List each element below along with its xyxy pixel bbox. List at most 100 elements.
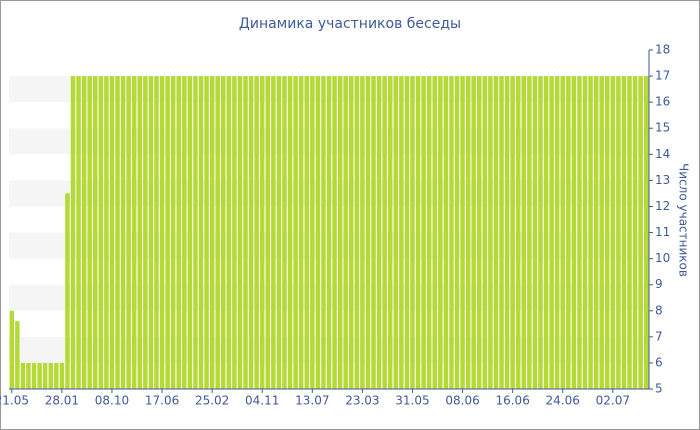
bar (321, 76, 326, 390)
bar (76, 76, 81, 390)
x-tick-label: 25.02 (195, 394, 229, 408)
y-axis-title: Число участников (677, 163, 691, 277)
bar (593, 76, 599, 390)
bar (488, 76, 493, 390)
x-tick-label: 08.10 (95, 394, 129, 408)
bar (26, 362, 31, 389)
x-tick-label: 16.06 (495, 394, 529, 408)
bar (315, 76, 321, 390)
bar (371, 76, 376, 390)
bar (237, 76, 243, 390)
bar (510, 76, 515, 390)
bar (137, 76, 143, 390)
bar (560, 76, 565, 390)
bar (532, 76, 538, 390)
y-tick-label: 18 (655, 43, 670, 57)
bar (165, 76, 170, 390)
bar (59, 362, 65, 389)
bar (543, 76, 549, 390)
y-tick-label: 11 (655, 225, 670, 239)
bar (393, 76, 399, 390)
bar (193, 76, 198, 390)
bar (298, 76, 304, 390)
bar (310, 76, 315, 390)
bar (577, 76, 582, 390)
bar (9, 310, 15, 389)
y-tick-label: 9 (655, 277, 663, 291)
bar (120, 76, 126, 390)
bar (515, 76, 521, 390)
bar (293, 76, 298, 390)
bar (454, 76, 460, 390)
bar (198, 76, 204, 390)
bar (482, 76, 488, 390)
bar (204, 76, 209, 390)
bar (382, 76, 387, 390)
x-tick-label: 13.07 (295, 394, 329, 408)
bar (304, 76, 309, 390)
bar (15, 321, 20, 389)
bar (170, 76, 176, 390)
bar (521, 76, 527, 390)
bar (131, 76, 137, 390)
bar (254, 76, 259, 390)
bar (232, 76, 237, 390)
bar (243, 76, 248, 390)
x-tick-label: 31.05 (395, 394, 429, 408)
x-tick-label: 17.06 (145, 394, 179, 408)
bar (176, 76, 181, 390)
bar (554, 76, 560, 390)
y-tick-label: 7 (655, 329, 663, 343)
bar (154, 76, 159, 390)
bar (549, 76, 554, 390)
bar (460, 76, 465, 390)
bar (54, 362, 59, 389)
bar (571, 76, 577, 390)
y-tick-label: 14 (655, 147, 670, 161)
x-tick-label: 24.06 (546, 394, 580, 408)
bar (226, 76, 232, 390)
y-tick-label: 15 (655, 121, 670, 135)
bar (326, 76, 332, 390)
bar (215, 76, 220, 390)
bar (343, 76, 348, 390)
bar (37, 362, 42, 389)
y-tick-label: 17 (655, 69, 670, 83)
y-tick-label: 12 (655, 199, 670, 213)
bar (432, 76, 437, 390)
bar (404, 76, 410, 390)
bar (493, 76, 499, 390)
bar (477, 76, 482, 390)
bar (159, 76, 165, 390)
bar (643, 76, 649, 390)
bar (109, 76, 115, 390)
bar (415, 76, 421, 390)
y-tick-label: 5 (655, 382, 663, 396)
bar (421, 76, 426, 390)
bar (104, 76, 109, 390)
bar (387, 76, 393, 390)
bar (610, 76, 616, 390)
bar (349, 76, 354, 390)
bar (42, 362, 48, 389)
bar (115, 76, 120, 390)
bar (148, 76, 154, 390)
bar (271, 76, 276, 390)
bar (81, 76, 87, 390)
y-tick-label: 6 (655, 355, 663, 369)
bar (265, 76, 271, 390)
bar (471, 76, 476, 390)
bar (443, 76, 449, 390)
bar (93, 76, 98, 390)
bar (48, 362, 53, 389)
bar (399, 76, 404, 390)
bar (70, 76, 76, 390)
y-tick-label: 10 (655, 251, 670, 265)
bar (31, 362, 37, 389)
bar (621, 76, 627, 390)
bar (449, 76, 454, 390)
bar (187, 76, 193, 390)
bar (20, 362, 26, 389)
